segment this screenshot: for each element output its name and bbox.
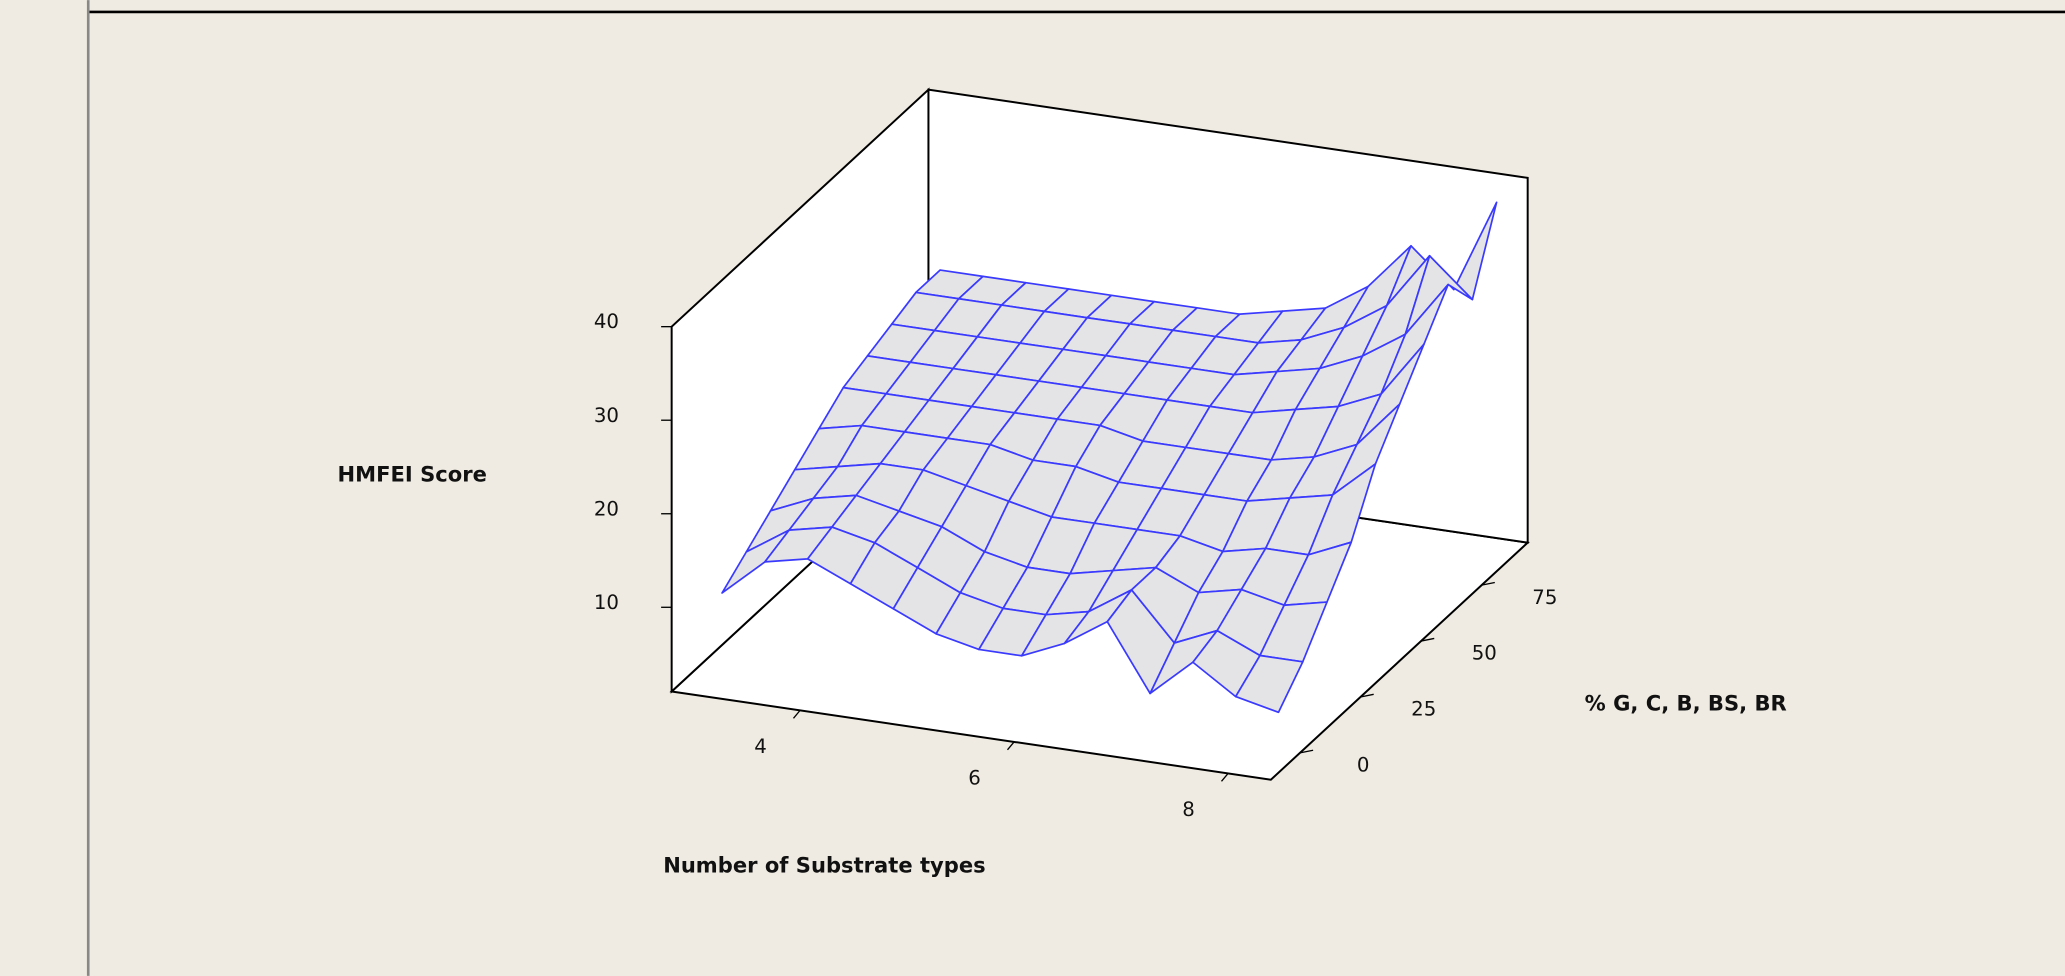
z-tick-label: 20 (594, 497, 619, 520)
x-tick-label: 6 (968, 766, 981, 789)
z-tick-label: 30 (594, 404, 619, 427)
axes: 10 20 30 40 4 6 8 0 25 50 75 (594, 310, 1558, 821)
x-tick (1220, 772, 1229, 782)
y-tick-label: 50 (1472, 642, 1497, 665)
z-axis-label: HMFEI Score (338, 461, 487, 486)
y-tick (1360, 693, 1374, 698)
x-tick (1006, 741, 1015, 751)
y-axis-label: % G, C, B, BS, BR (1585, 691, 1787, 716)
y-tick (1481, 581, 1495, 586)
y-tick-label: 25 (1411, 698, 1436, 721)
x-tick (792, 709, 801, 719)
x-axis-label: Number of Substrate types (663, 853, 985, 878)
y-tick (1420, 637, 1435, 642)
y-tick (1299, 749, 1314, 754)
x-tick-label: 4 (754, 735, 767, 758)
y-tick-label: 0 (1357, 754, 1370, 777)
surface-cell (1234, 654, 1304, 714)
y-tick-label: 75 (1532, 586, 1557, 609)
z-tick-label: 10 (594, 591, 619, 614)
surface (721, 201, 1498, 714)
z-tick-label: 40 (594, 310, 619, 333)
x-tick-label: 8 (1182, 798, 1195, 821)
